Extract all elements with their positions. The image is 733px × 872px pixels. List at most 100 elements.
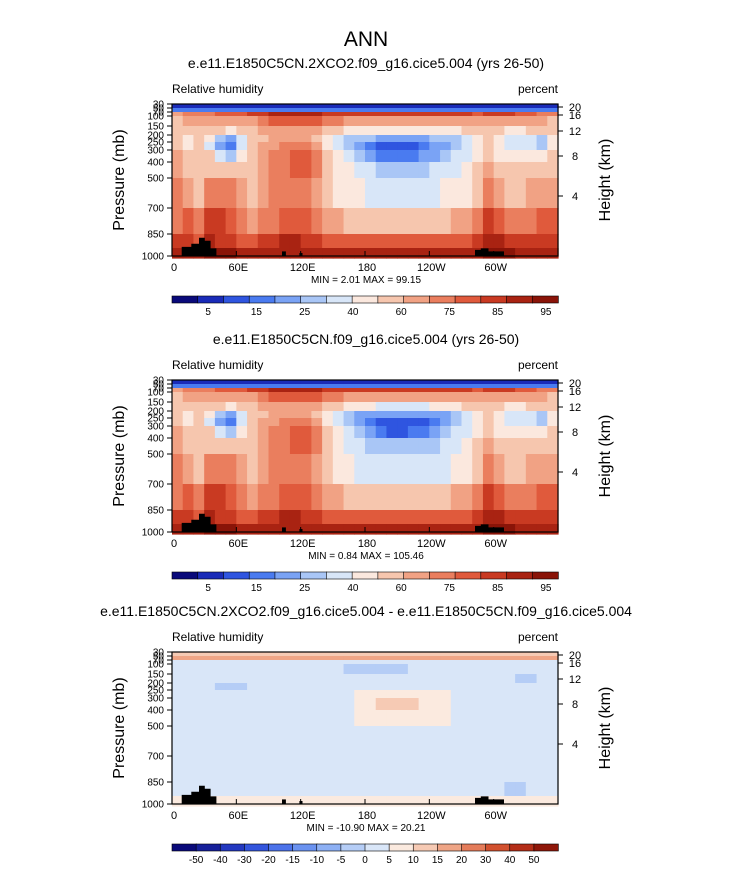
heatmap-cell [450,162,463,179]
heatmap-cell [515,108,527,113]
heatmap-cell [365,104,377,109]
heatmap-cell [343,782,355,805]
heatmap-cell [397,116,409,127]
heatmap-cell [332,162,345,179]
colorbar-swatch [461,843,487,852]
heatmap-cell [375,418,388,427]
heatmap-cell [332,411,345,419]
heatmap-cell [225,116,237,127]
heatmap-cell [536,116,548,127]
heatmap-cell [268,510,280,533]
heatmap-cell [547,234,559,257]
heatmap-cell [461,142,473,151]
heatmap-cell [482,388,495,393]
heatmap-cell [247,104,259,109]
heatmap-cell [482,710,495,727]
heatmap-cell [354,796,366,807]
heatmap-cell [429,384,441,389]
heatmap-cell [365,756,377,783]
heatmap-cell [461,388,473,393]
heatmap-cell [236,664,248,675]
heatmap-cell [172,384,184,389]
heatmap-cell [225,796,237,807]
heatmap-cell [332,652,345,657]
heatmap-cell [172,484,184,511]
heatmap-cell [193,664,205,675]
heatmap-cell [247,248,259,259]
x-tick-label: 120W [417,538,446,550]
heatmap-cell [214,756,227,783]
heatmap-cell [311,150,323,163]
y2-axis-title: Height (km) [597,139,614,222]
heatmap-cell [214,698,227,711]
colorbar-label: 40 [347,307,359,318]
heatmap-cell [247,484,259,511]
heatmap-cell [311,782,323,805]
colorbar-label: 60 [396,307,408,318]
heatmap-cell [311,426,323,439]
heatmap-cell [472,782,484,805]
heatmap-cell [236,178,248,209]
heatmap-cell [536,108,548,113]
heatmap-cell [172,135,184,143]
heatmap-cell [472,178,484,209]
heatmap-cell [407,426,420,439]
heatmap-cell [515,796,527,807]
heatmap-cell [332,698,345,711]
heatmap-cell [204,108,216,113]
heatmap-cell [375,656,388,661]
colorbar-swatch [197,571,225,580]
heatmap-cell [525,380,538,385]
heatmap-cell [386,683,398,691]
heatmap-cell [204,438,216,455]
heatmap-cell [504,438,516,455]
colorbar-swatch [274,295,302,304]
heatmap-cell [300,510,312,533]
heatmap-cell [461,150,473,163]
heatmap-cell [525,524,538,535]
heatmap-cell [311,234,323,257]
heatmap-cell [257,108,270,113]
heatmap-cell [515,660,527,665]
heatmap-cell [354,411,366,419]
heatmap-cell [343,116,355,127]
heatmap-cell [472,384,484,389]
heatmap-cell [461,756,473,783]
heatmap-cell [525,142,538,151]
heatmap-cell [450,726,463,757]
heatmap-cell [429,652,441,657]
heatmap-cell [450,664,463,675]
heatmap-cell [172,426,184,439]
heatmap-cell [172,510,184,533]
heatmap-cell [236,392,248,403]
heatmap-cell [279,664,291,675]
heatmap-cell [289,660,302,665]
heatmap-cell [311,116,323,127]
heatmap-cell [354,756,366,783]
heatmap-cell [268,112,280,117]
heatmap-cell [204,208,216,235]
heatmap-cell [440,484,452,511]
heatmap-cell [547,524,559,535]
heatmap-cell [493,674,505,684]
heatmap-cell [525,178,538,209]
y-tick-label: 500 [147,722,164,733]
heatmap-cell [440,234,452,257]
colorbar-swatch [223,295,250,304]
heatmap-cell [193,135,205,143]
heatmap-cell [214,674,227,684]
heatmap-cell [536,142,548,151]
heatmap-cell [386,698,398,711]
heatmap-cell [268,208,280,235]
colorbar-label: 25 [299,583,311,594]
heatmap-cell [332,150,345,163]
heatmap-cell [365,484,377,511]
heatmap-cell [461,683,473,691]
heatmap-cell [536,438,548,455]
heatmap-cell [461,234,473,257]
colorbar-label: 5 [386,855,392,866]
heatmap-cell [257,248,270,259]
heatmap-cell [182,208,195,235]
heatmap-cell [525,683,538,691]
heatmap-cell [182,710,195,727]
